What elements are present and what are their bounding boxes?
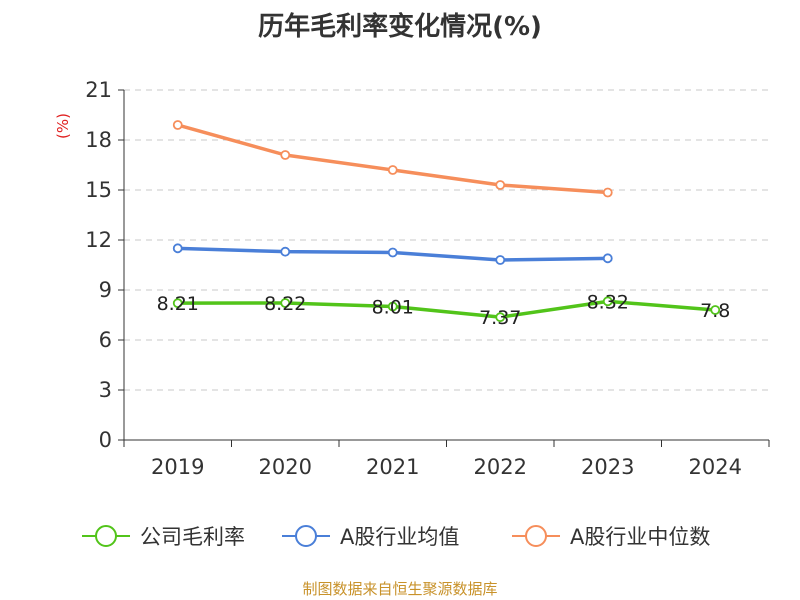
- legend-item: A股行业中位数: [512, 525, 710, 549]
- legend-label: 公司毛利率: [140, 525, 245, 549]
- legend-label: A股行业中位数: [570, 525, 710, 549]
- data-point: [602, 296, 613, 307]
- data-label: 8.32: [587, 291, 629, 313]
- y-tick-label: 0: [99, 428, 112, 452]
- axes: 0 3 6 9 12 15 18 21 2019 2020 2021 2022 2023 2024: [85, 78, 770, 479]
- data-point: [602, 253, 613, 264]
- series-0: [172, 296, 721, 323]
- series-lines: [172, 120, 721, 323]
- data-point: [387, 301, 398, 312]
- source-note: 制图数据来自恒生聚源数据库: [302, 580, 497, 598]
- data-labels: 8.21 8.22 8.01 7.37 8.32 7.8: [157, 291, 731, 329]
- legend-label: A股行业均值: [340, 525, 459, 549]
- legend-marker: [525, 525, 547, 547]
- data-point: [280, 150, 291, 160]
- data-point: [387, 165, 398, 175]
- data-label: 8.21: [157, 293, 199, 315]
- legend-marker: [295, 525, 317, 547]
- series-line: [176, 123, 610, 195]
- chart-title: 历年毛利率变化情况(%): [258, 11, 542, 42]
- data-point: [495, 255, 506, 265]
- data-label: 7.37: [479, 307, 521, 329]
- series-2: [172, 120, 613, 198]
- data-point: [495, 180, 506, 190]
- legend-marker: [95, 525, 117, 547]
- y-tick-label: 3: [99, 378, 112, 402]
- data-point: [280, 246, 291, 257]
- y-tick-label: 21: [85, 78, 112, 102]
- y-axis-unit: (%): [54, 113, 72, 139]
- data-point: [280, 298, 291, 308]
- y-tick-label: 15: [85, 178, 112, 202]
- data-point: [172, 243, 183, 254]
- x-tick-label: 2019: [151, 455, 204, 479]
- data-point: [172, 298, 183, 309]
- x-tick-label: 2024: [689, 455, 742, 479]
- legend: 公司毛利率 A股行业均值 A股行业中位数: [82, 525, 710, 549]
- series-line: [176, 299, 717, 319]
- legend-item: A股行业均值: [282, 525, 459, 549]
- grid-lines: [124, 89, 769, 391]
- data-point: [602, 187, 613, 198]
- series-1: [172, 243, 613, 265]
- data-label: 8.22: [264, 293, 306, 315]
- x-tick-label: 2021: [366, 455, 419, 479]
- data-label: 8.01: [372, 297, 414, 319]
- y-tick-label: 18: [85, 128, 112, 152]
- data-point: [387, 247, 398, 258]
- y-tick-label: 9: [99, 278, 112, 302]
- x-tick-label: 2020: [259, 455, 312, 479]
- data-point: [710, 305, 721, 315]
- x-tick-label: 2022: [474, 455, 527, 479]
- y-tick-label: 6: [99, 328, 112, 352]
- y-tick-label: 12: [85, 228, 112, 252]
- data-label: 7.8: [700, 300, 730, 322]
- data-point: [172, 120, 183, 130]
- data-point: [495, 312, 506, 323]
- legend-item: 公司毛利率: [82, 525, 245, 549]
- x-tick-label: 2023: [581, 455, 634, 479]
